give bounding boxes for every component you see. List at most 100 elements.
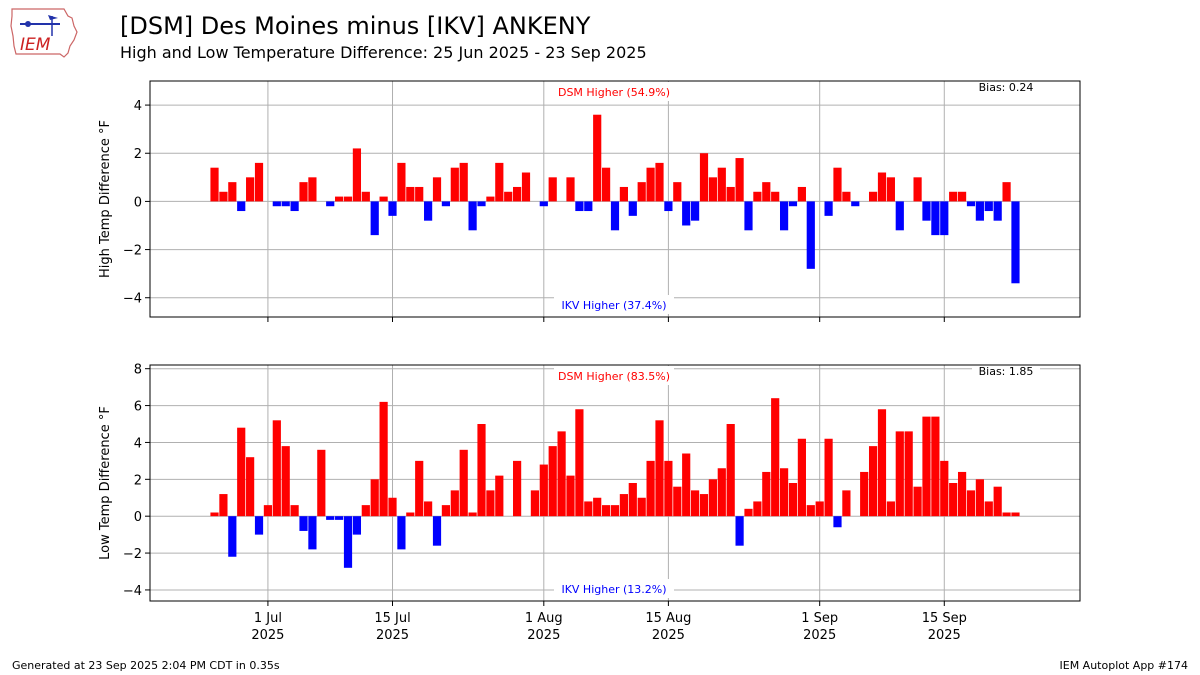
low-bar xyxy=(708,479,717,517)
xtick-year-label: 2025 xyxy=(928,628,961,643)
low-ytick-label: 6 xyxy=(134,400,142,415)
high-ytick-label: −4 xyxy=(123,292,142,307)
high-ytick-label: 2 xyxy=(134,147,142,162)
low-bar xyxy=(575,409,584,517)
xtick-year-label: 2025 xyxy=(251,628,284,643)
low-bar xyxy=(584,501,593,517)
low-bar xyxy=(459,449,468,517)
high-bar xyxy=(459,162,468,202)
low-bar xyxy=(655,420,664,517)
high-bar xyxy=(886,177,895,202)
low-bar xyxy=(628,483,637,517)
high-bar xyxy=(1011,201,1020,284)
low-bar xyxy=(486,490,495,517)
high-bar xyxy=(628,201,637,216)
low-bar xyxy=(335,516,344,520)
low-bar xyxy=(949,483,958,517)
chart-title: [DSM] Des Moines minus [IKV] ANKENY xyxy=(120,12,591,40)
high-bar xyxy=(272,201,281,207)
ikv-higher-label-bg xyxy=(554,579,674,598)
low-bar xyxy=(593,497,602,517)
high-bar xyxy=(495,162,504,202)
xtick-label: 15 Sep xyxy=(922,611,967,626)
high-ytick-label: 0 xyxy=(134,195,142,210)
ikv-higher-label: IKV Higher (37.4%) xyxy=(561,299,666,312)
high-bar xyxy=(335,196,344,202)
low-bar xyxy=(1011,512,1020,517)
high-bar xyxy=(895,201,904,231)
xtick-year-label: 2025 xyxy=(527,628,560,643)
low-bar xyxy=(468,512,477,517)
low-bar xyxy=(726,424,735,517)
dsm-higher-label: DSM Higher (83.5%) xyxy=(558,370,670,383)
low-ytick-label: −2 xyxy=(123,547,142,562)
high-bar xyxy=(735,158,744,202)
xtick-year-label: 2025 xyxy=(376,628,409,643)
high-bar xyxy=(584,201,593,212)
low-bar xyxy=(717,468,726,517)
low-bar xyxy=(317,449,326,517)
low-bar xyxy=(779,468,789,517)
low-bar xyxy=(691,490,700,517)
low-bar xyxy=(744,508,753,517)
high-bar xyxy=(699,153,709,202)
low-bar xyxy=(975,479,984,517)
low-bar xyxy=(1002,512,1011,517)
high-bar xyxy=(940,201,949,236)
low-bar xyxy=(931,416,940,517)
high-bar xyxy=(797,186,806,202)
high-bar xyxy=(637,182,646,202)
low-bar xyxy=(361,505,370,517)
high-bar xyxy=(397,162,406,202)
high-bar xyxy=(842,191,851,202)
high-bar xyxy=(290,201,299,212)
low-bar xyxy=(228,516,237,557)
low-bar xyxy=(495,475,504,517)
high-bar xyxy=(1002,182,1011,202)
high-ytick-label: −2 xyxy=(123,244,142,259)
low-bar xyxy=(272,420,281,517)
low-bar xyxy=(397,516,406,550)
low-bar xyxy=(370,479,379,517)
high-bar xyxy=(237,201,246,212)
low-bar xyxy=(966,490,976,517)
high-bar xyxy=(931,201,940,236)
footer-app: IEM Autoplot App #174 xyxy=(1059,659,1189,672)
low-bar xyxy=(673,486,682,517)
high-bar xyxy=(361,191,370,202)
low-bar xyxy=(904,431,913,517)
low-bar xyxy=(984,501,993,517)
low-bar xyxy=(254,516,264,535)
high-bar xyxy=(441,201,451,207)
low-bar xyxy=(771,398,780,517)
low-bar xyxy=(290,505,299,517)
high-bar xyxy=(824,201,833,216)
high-bar xyxy=(415,186,424,202)
low-bar xyxy=(379,401,388,517)
low-bar xyxy=(210,512,219,517)
dsm-higher-label: DSM Higher (54.9%) xyxy=(558,86,670,99)
low-bar xyxy=(886,501,895,517)
xtick-label: 1 Jul xyxy=(254,611,282,626)
high-bar xyxy=(379,196,388,202)
low-bar xyxy=(610,505,620,517)
xtick-label: 1 Aug xyxy=(525,611,563,626)
high-bar xyxy=(762,182,771,202)
low-bar xyxy=(424,501,433,517)
low-ytick-label: 2 xyxy=(134,473,142,488)
low-bar xyxy=(557,431,566,517)
high-bar xyxy=(682,201,691,226)
low-bar xyxy=(797,438,806,517)
low-ylabel: Low Temp Difference °F xyxy=(98,406,113,560)
high-bar xyxy=(984,201,993,212)
low-bar xyxy=(877,409,887,517)
low-bar xyxy=(619,494,628,517)
logo-text: IEM xyxy=(20,35,51,55)
high-bar xyxy=(806,201,815,269)
high-bar xyxy=(877,172,887,202)
high-bar xyxy=(486,196,495,202)
low-bar xyxy=(806,505,815,517)
low-bar xyxy=(566,475,575,517)
low-bar xyxy=(842,490,851,517)
low-ytick-label: −4 xyxy=(123,584,142,599)
